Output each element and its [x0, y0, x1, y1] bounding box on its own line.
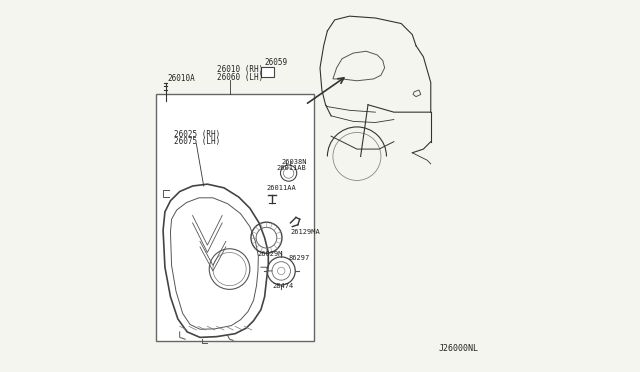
- Text: 26011AB: 26011AB: [276, 165, 306, 171]
- Text: 26060 (LH): 26060 (LH): [216, 73, 263, 81]
- Text: 26010A: 26010A: [168, 74, 196, 83]
- Text: 26029M: 26029M: [257, 251, 283, 257]
- Text: 26011AA: 26011AA: [266, 185, 296, 191]
- Text: 26075 (LH): 26075 (LH): [174, 137, 220, 146]
- Text: 28474: 28474: [272, 283, 293, 289]
- FancyBboxPatch shape: [156, 94, 314, 341]
- Text: 26059: 26059: [264, 58, 288, 67]
- Text: 26129MA: 26129MA: [291, 229, 320, 235]
- Text: J26000NL: J26000NL: [438, 344, 478, 353]
- Text: 26010 (RH): 26010 (RH): [216, 65, 263, 74]
- Text: 86297: 86297: [289, 255, 310, 261]
- Text: 26038N: 26038N: [281, 159, 307, 165]
- FancyBboxPatch shape: [261, 67, 274, 77]
- Text: 26025 (RH): 26025 (RH): [174, 130, 220, 139]
